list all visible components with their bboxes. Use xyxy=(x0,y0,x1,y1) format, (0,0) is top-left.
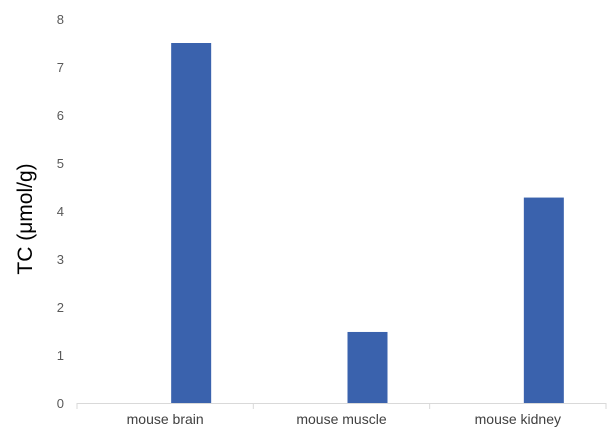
x-category-label: mouse kidney xyxy=(475,411,561,427)
y-tick-label: 0 xyxy=(57,396,64,411)
y-axis-tick-labels: 0 1 2 3 4 5 6 7 8 xyxy=(57,12,64,411)
y-tick-label: 7 xyxy=(57,60,64,75)
x-axis-tick-marks xyxy=(76,403,607,409)
y-tick-label: 1 xyxy=(57,348,64,363)
x-category-label: mouse muscle xyxy=(296,411,386,427)
y-tick-label: 6 xyxy=(57,108,64,123)
y-tick-label: 4 xyxy=(57,204,64,219)
bar xyxy=(523,197,564,403)
y-tick-label: 2 xyxy=(57,300,64,315)
x-axis-category-labels: mouse brain mouse muscle mouse kidney xyxy=(127,411,561,427)
bars-group xyxy=(171,43,564,403)
y-tick-label: 5 xyxy=(57,156,64,171)
y-tick-label: 3 xyxy=(57,252,64,267)
bar xyxy=(171,43,212,403)
bar xyxy=(347,331,388,403)
y-tick-label: 8 xyxy=(57,12,64,27)
x-category-label: mouse brain xyxy=(127,411,204,427)
y-axis-title: TC (μmol/g) xyxy=(14,163,37,274)
